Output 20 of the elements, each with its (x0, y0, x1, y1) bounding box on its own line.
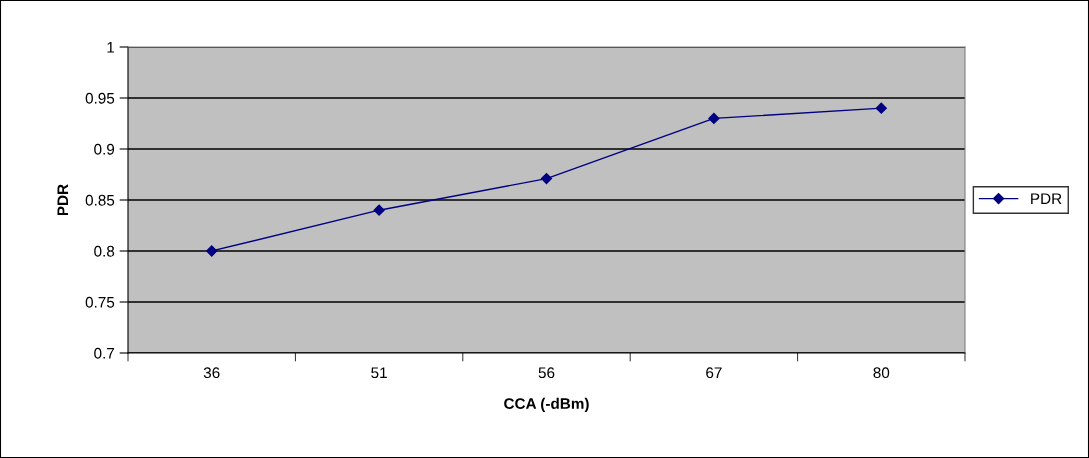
y-tick-label: 0.9 (94, 143, 115, 155)
x-tick-label: 80 (873, 367, 890, 379)
x-tick-label: 67 (706, 367, 722, 379)
y-tick-label: 0.85 (85, 194, 115, 206)
point (875, 102, 887, 114)
y-tick-label: 1 (107, 42, 115, 53)
point (540, 172, 553, 185)
point (708, 112, 720, 125)
x-tick-label: 56 (538, 367, 555, 379)
y-tick-label: 0.75 (85, 296, 115, 308)
legend-label: PDR (1031, 193, 1062, 204)
x-tick-label: 36 (203, 367, 220, 379)
x-tick-label: 51 (371, 367, 387, 379)
y-axis-title: PDR (57, 184, 69, 216)
point (206, 245, 218, 257)
y-tick-label: 0.7 (94, 347, 115, 359)
y-tick-label: 0.8 (94, 245, 115, 257)
y-tick-label: 0.95 (85, 92, 115, 104)
x-axis-title: CCA (-dBm) (504, 397, 589, 413)
point (373, 204, 385, 216)
